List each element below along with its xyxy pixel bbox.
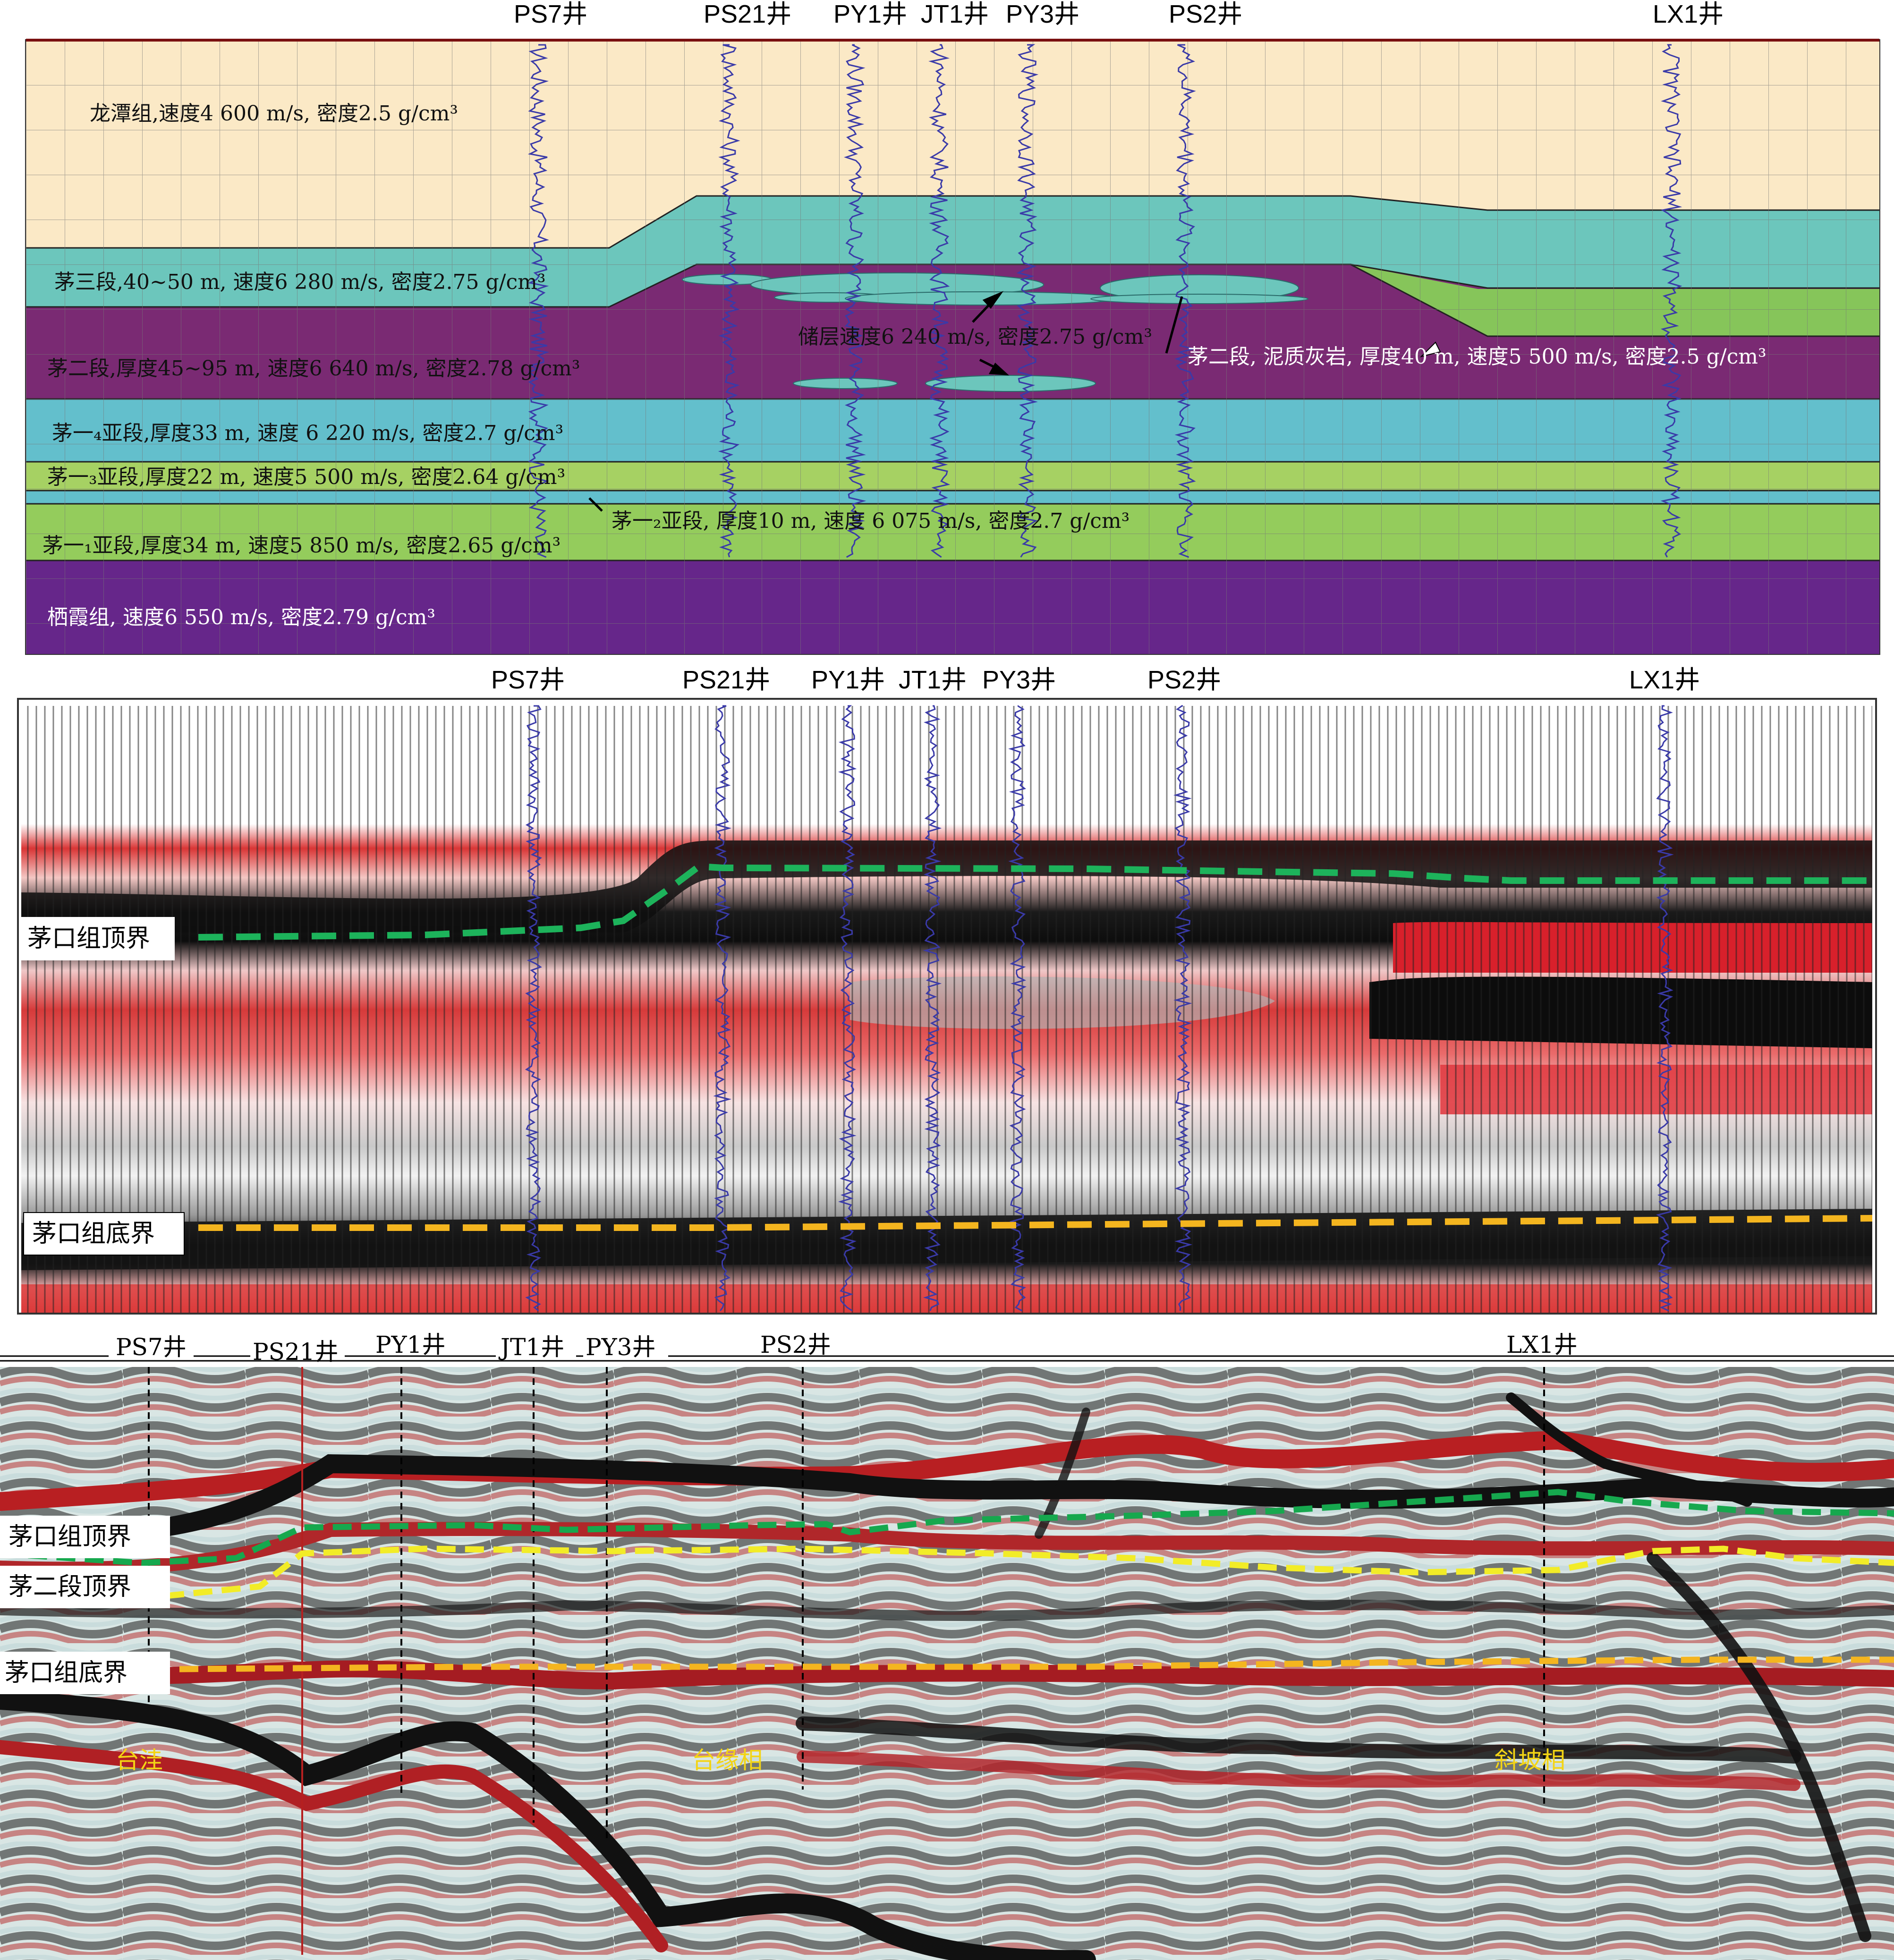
well-log-jt1 (923, 705, 942, 1311)
seismic-reflectors (0, 1392, 1894, 1960)
label-maokou-base-p3: 茅口组底界 (5, 1659, 127, 1687)
panel3-well-names: PS7井 PS21井 PY1井 JT1井 PY3井 PS2井 LX1井 (109, 1329, 1591, 1366)
well-log-ps21 (713, 705, 732, 1311)
label-mao3: 茅三段,40~50 m, 速度6 280 m/s, 密度2.75 g/cm³ (54, 270, 546, 294)
horizon-top (198, 863, 1872, 941)
well-label-jt1: JT1井 (899, 666, 967, 694)
trace-lines (21, 706, 1872, 1313)
well-label-ps21: PS21井 (253, 1338, 339, 1366)
well-log-py3 (1016, 44, 1039, 558)
panel1-well-names: PS7井 PS21井 PY1井 JT1井 PY3井 PS2井 LX1井 (514, 0, 1724, 28)
well-label-jt1: JT1井 (498, 1333, 564, 1361)
well-log-ps21 (718, 44, 740, 558)
label-maokou-top-p3: 茅口组顶界 (8, 1523, 131, 1551)
label-mao2-marl: 茅二段, 泥质灰岩, 厚度40 m, 速度5 500 m/s, 密度2.5 g/… (1188, 345, 1767, 369)
well-label-py1: PY1井 (811, 666, 885, 694)
well-label-py1: PY1井 (833, 0, 907, 28)
well-log-ps2 (1173, 705, 1193, 1311)
label-box-base (23, 1212, 185, 1256)
well-label-ps2: PS2井 (1169, 0, 1242, 28)
well-label-lx1: LX1井 (1629, 666, 1700, 694)
well-log-py1 (844, 44, 866, 558)
label-mao1-3: 茅一₃亚段,厚度22 m, 速度5 500 m/s, 密度2.64 g/cm³ (47, 465, 565, 489)
well-log-py3 (1008, 705, 1027, 1312)
well-log-jt1 (928, 44, 951, 558)
well-label-ps2: PS2井 (1147, 666, 1221, 694)
horizon-base-p3 (179, 1656, 1894, 1672)
panel-1-geologic-model: 龙潭组,速度4 600 m/s, 密度2.5 g/cm³ 茅三段,40~50 m… (25, 0, 1880, 655)
well-log-ps2 (1174, 44, 1196, 558)
well-label-ps7: PS7井 (116, 1333, 187, 1361)
facies-label-3: 斜坡相 (1495, 1747, 1565, 1774)
well-label-ps7: PS7井 (491, 666, 565, 694)
label-box-mao2-top (0, 1566, 170, 1608)
label-mao2-top: 茅二段顶界 (8, 1573, 131, 1601)
panel3-well-lines (148, 1367, 1545, 1841)
well-label-ps7: PS7井 (514, 0, 587, 28)
label-qixia: 栖霞组, 速度6 550 m/s, 密度2.79 g/cm³ (47, 605, 435, 629)
label-maokou-base: 茅口组底界 (32, 1220, 155, 1248)
reservoir-arrows (588, 291, 1183, 512)
model-grid (26, 40, 1879, 654)
label-box-top-p3 (0, 1516, 170, 1558)
label-mao1-2: 茅一₂亚段, 厚度10 m, 速度 6 075 m/s, 密度2.7 g/cm³ (612, 509, 1130, 533)
panel1-well-logs (527, 44, 1682, 558)
well-log-lx1 (1656, 705, 1674, 1312)
well-label-py3: PY3井 (982, 666, 1056, 694)
panel-2-forward-model: PS7井 PS21井 PY1井 JT1井 PY3井 PS2井 LX1井 茅口组顶… (17, 666, 1877, 1315)
well-log-ps7 (527, 44, 550, 558)
label-mao2: 茅二段,厚度45~95 m, 速度6 640 m/s, 密度2.78 g/cm³ (47, 356, 580, 381)
horizon-base (198, 1215, 1873, 1231)
well-label-py3: PY3井 (1006, 0, 1079, 28)
well-log-ps7 (525, 705, 543, 1312)
well-label-ps2: PS2井 (760, 1331, 831, 1358)
horizon-top-p3 (0, 1489, 1894, 1566)
label-box-base-p3 (0, 1652, 170, 1694)
well-label-lx1: LX1井 (1506, 1331, 1578, 1358)
facies-label-1: 台洼 (116, 1747, 163, 1774)
label-mao1-1: 茅一₁亚段,厚度34 m, 速度5 850 m/s, 密度2.65 g/cm³ (42, 534, 561, 558)
well-label-lx1: LX1井 (1653, 0, 1724, 28)
label-mao1-4: 茅一₄亚段,厚度33 m, 速度 6 220 m/s, 密度2.7 g/cm³ (52, 421, 563, 445)
well-log-py1 (838, 705, 857, 1312)
facies-label-2: 台缘相 (692, 1747, 763, 1774)
well-label-py3: PY3井 (586, 1333, 655, 1361)
label-box-top (19, 917, 175, 960)
panel2-well-logs (525, 705, 1674, 1312)
label-reservoir: 储层速度6 240 m/s, 密度2.75 g/cm³ (798, 325, 1152, 349)
well-label-ps21: PS21井 (704, 0, 791, 28)
well-log-lx1 (1660, 44, 1682, 558)
well-label-py1: PY1井 (375, 1331, 445, 1358)
horizon-mao2-top (165, 1545, 1894, 1599)
label-maokou-top: 茅口组顶界 (27, 925, 150, 953)
label-longtan: 龙潭组,速度4 600 m/s, 密度2.5 g/cm³ (90, 102, 458, 126)
well-label-jt1: JT1井 (921, 0, 989, 28)
well-label-ps21: PS21井 (682, 666, 770, 694)
panel-3-seismic-section: 茅口组顶界 茅二段顶界 茅口组底界 台洼 台缘相 斜坡相 PS7井 PS21井 … (0, 1329, 1894, 1960)
